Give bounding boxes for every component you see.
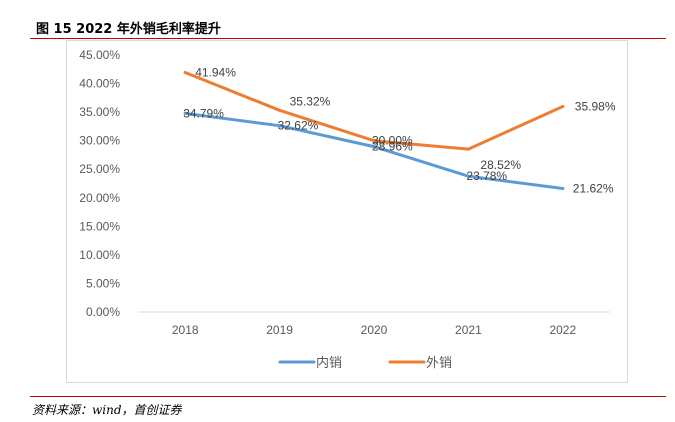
y-tick-label: 10.00% [79,248,120,262]
legend-label: 外销 [426,356,452,371]
data-point [466,147,470,151]
y-tick-label: 30.00% [79,134,120,148]
x-tick-label: 2022 [549,323,576,337]
plot-frame [66,40,628,383]
data-label: 21.62% [573,182,614,196]
data-label: 41.94% [195,65,236,79]
data-label: 28.96% [372,140,413,154]
y-tick-label: 15.00% [79,219,120,233]
y-tick-label: 20.00% [79,191,120,205]
x-tick-label: 2018 [172,323,199,337]
data-label: 35.98% [575,100,616,114]
source-note: 资料来源：wind，首创证券 [32,403,182,417]
data-point [183,111,187,115]
figure-title: 图 15 2022 年外销毛利率提升 [36,22,221,37]
data-label: 30.00% [372,134,413,148]
data-point [278,124,282,128]
data-label: 34.79% [183,106,224,120]
y-tick-label: 35.00% [79,105,120,119]
data-point [183,70,187,74]
x-tick-label: 2021 [455,323,482,337]
data-label: 32.62% [278,119,319,133]
y-tick-label: 40.00% [79,77,120,91]
data-point [372,145,376,149]
y-tick-label: 25.00% [79,162,120,176]
data-point [372,139,376,143]
data-point [561,105,565,109]
figure-footer: 资料来源：wind，首创证券 [30,396,666,417]
figure-header: 图 15 2022 年外销毛利率提升 [30,14,666,39]
x-tick-label: 2020 [361,323,388,337]
y-tick-label: 45.00% [79,48,120,62]
data-label: 35.32% [290,94,331,108]
data-point [278,108,282,112]
data-point [466,174,470,178]
data-point [561,187,565,191]
x-tick-label: 2019 [266,323,293,337]
data-label: 28.52% [480,158,521,172]
legend-label: 内销 [316,355,342,371]
y-tick-label: 0.00% [86,305,120,319]
data-label: 23.78% [466,169,507,183]
y-tick-label: 5.00% [86,276,120,290]
